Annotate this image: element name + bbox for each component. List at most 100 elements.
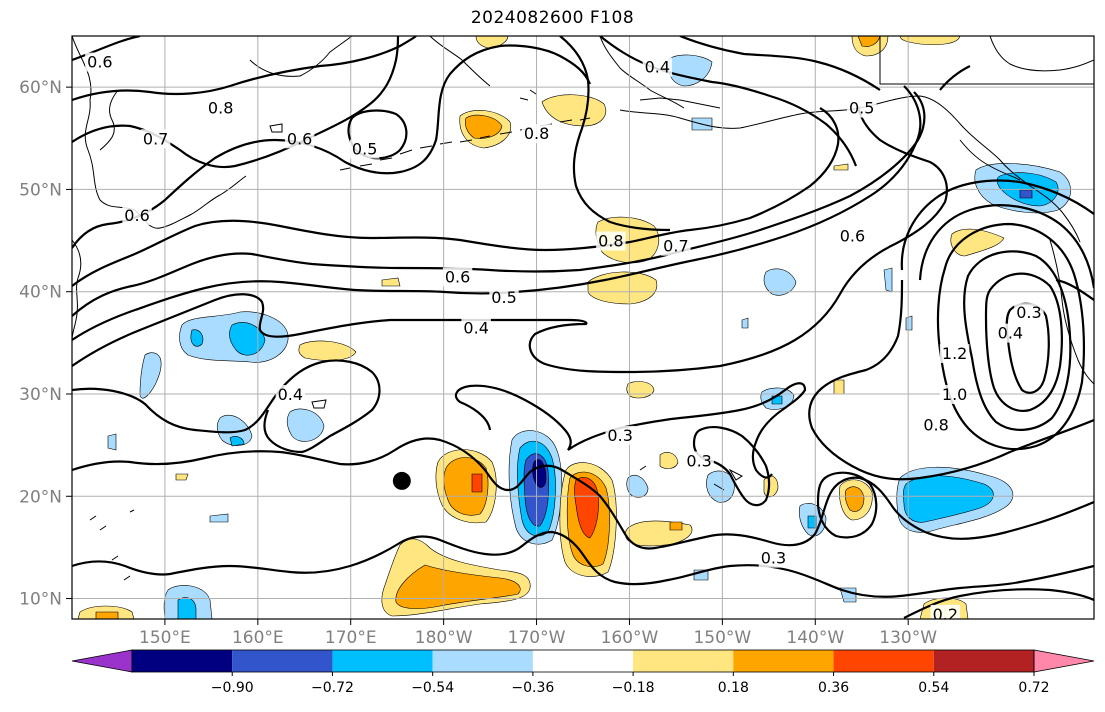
colorbar-swatch: [733, 650, 834, 672]
x-tick-label: 140°W: [786, 628, 844, 648]
coastline: [989, 36, 1094, 72]
contour-line: [72, 105, 948, 374]
contour-line: [72, 91, 926, 317]
colorbar-tick-label: 0.18: [718, 680, 749, 696]
colorbar-swatch: [833, 650, 934, 672]
contour-line: [559, 36, 671, 232]
colorbar-swatch: [933, 650, 1034, 672]
contour-line: [72, 437, 1094, 550]
pos-anomaly-shade: [381, 277, 401, 287]
contour-label: 0.7: [661, 236, 691, 256]
contour-line: [1055, 278, 1094, 301]
contour-line: [692, 426, 771, 507]
contour-label-bg: [837, 226, 868, 246]
contour-label: 0.6: [837, 226, 868, 246]
contour-label-text: 0.5: [849, 99, 874, 118]
contour-line: [939, 65, 971, 91]
pos-anomaly-shade: [464, 114, 503, 139]
colorbar-tick-label: 0.36: [818, 680, 849, 696]
contour-label-text: 0.3: [761, 549, 786, 568]
pos-anomaly-shade: [833, 379, 845, 395]
contour-line: [918, 204, 1094, 289]
pos-anomaly-shade: [833, 163, 849, 171]
contour-label: 0.6: [442, 267, 473, 287]
contour-label-bg: [758, 548, 789, 568]
contour-label-bg: [939, 384, 970, 404]
colorbar-frame: [131, 649, 1035, 673]
contour-label-text: 0.8: [208, 99, 233, 118]
storm-center-marker[interactable]: [392, 471, 411, 490]
colorbar-tick-label: −0.36: [511, 680, 554, 696]
contour-label-bg: [442, 267, 473, 287]
neg-anomaly-shade: [229, 322, 266, 356]
contour-line: [72, 359, 381, 454]
contour-line: [72, 44, 592, 249]
contour-label-bg: [661, 236, 691, 256]
contour-label: 0.4: [995, 323, 1026, 343]
colorbar-tick-label: −0.90: [211, 680, 254, 696]
colorbar-tick-label: 0.72: [1018, 680, 1049, 696]
contour-label: 0.8: [521, 124, 552, 144]
neg-anomaly-shade: [763, 268, 797, 296]
contour-label-bg: [521, 124, 552, 144]
colorbar-tick-label: 0.54: [918, 680, 949, 696]
latitude-axis: 10°N 20°N 30°N 40°N 50°N 60°N: [19, 78, 72, 610]
contour-label-bg: [596, 231, 626, 251]
coastline: [1049, 239, 1094, 385]
x-tick-label: 160°E: [232, 628, 284, 648]
contour-label: 0.5: [489, 287, 519, 307]
pos-anomaly-shade: [763, 475, 779, 498]
pos-anomaly-shade: [669, 521, 683, 531]
contour-label: 0.3: [758, 548, 789, 568]
contour-line: [72, 107, 840, 287]
contour-label-bg: [1014, 303, 1044, 323]
contour-label-text: 0.3: [1016, 303, 1041, 322]
contour-label: 1.0: [939, 384, 970, 404]
contour-label: 0.5: [847, 98, 877, 118]
x-tick-label: 170°E: [325, 628, 377, 648]
contour-label: 0.6: [284, 129, 315, 149]
neg-anomaly-shade: [216, 414, 253, 446]
contour-label-bg: [284, 129, 315, 149]
contour-label-text: 0.5: [352, 140, 377, 159]
contour-label-text: 0.3: [607, 426, 632, 445]
colorbar-swatch: [633, 650, 734, 672]
contour-label: 0.7: [140, 129, 171, 149]
contour-label-bg: [930, 604, 961, 619]
colorbar-swatch: [332, 650, 433, 672]
contour-label-bg: [122, 205, 152, 225]
contour-label-bg: [275, 384, 306, 404]
x-tick-label: 150°W: [693, 628, 751, 648]
colorbar-tick-label: −0.72: [311, 680, 354, 696]
contour-label-bg: [461, 318, 491, 338]
contour-label-text: 0.6: [445, 267, 470, 286]
pos-anomaly-shade: [659, 452, 679, 469]
contour-label-text: 0.7: [143, 129, 168, 148]
coastline: [429, 36, 491, 87]
y-tick-label: 50°N: [19, 180, 62, 200]
contour-label-text: 0.6: [840, 226, 865, 245]
coastline: [99, 89, 119, 151]
colorbar: −0.90 −0.72 −0.54 −0.36 −0.18 0.18 0.36 0.54 0.7…: [71, 649, 1095, 696]
pos-anomaly-shade: [471, 473, 483, 493]
neg-anomaly-shade: [229, 436, 245, 447]
coastline: [269, 123, 283, 133]
map-frame: [71, 35, 1095, 620]
contour-label: 0.8: [596, 231, 626, 251]
contour-line: [72, 36, 141, 62]
colorbar-swatch: [232, 650, 333, 672]
contour-label-bg: [939, 344, 970, 364]
contour-line: [679, 36, 881, 91]
contour-label-text: 0.4: [463, 319, 488, 338]
pos-anomaly-shade: [626, 381, 655, 399]
contour-label: 0.3: [684, 451, 714, 471]
contour-label-bg: [140, 129, 171, 149]
contour-line: [903, 588, 1094, 619]
contour-label-text: 0.7: [663, 237, 688, 256]
colorbar-swatch: [132, 650, 233, 672]
contour-line: [816, 471, 878, 539]
contour-lines: [72, 36, 1094, 619]
x-tick-label: 180°W: [415, 628, 473, 648]
pos-anomaly-shade: [95, 611, 119, 619]
contour-label-text: 0.4: [645, 58, 670, 77]
